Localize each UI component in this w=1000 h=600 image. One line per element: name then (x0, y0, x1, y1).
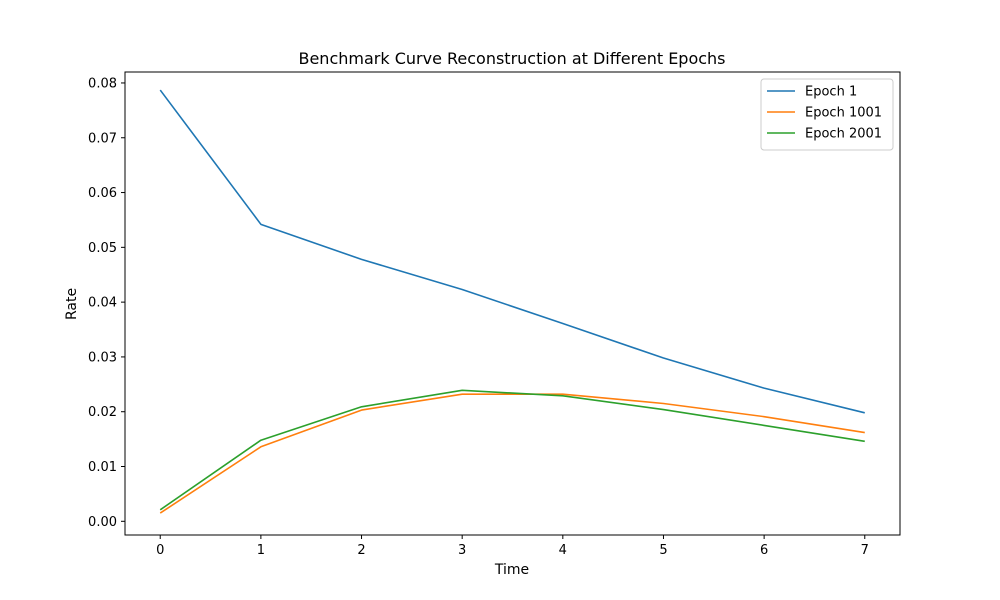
legend-label-2: Epoch 1001 (805, 106, 882, 121)
x-tick-label: 0 (156, 543, 164, 558)
series-line-3 (159, 389, 865, 511)
legend-label-1: Epoch 1 (805, 85, 857, 100)
x-tick-label: 5 (659, 543, 667, 558)
y-tick-label: 0.03 (88, 350, 117, 365)
y-tick-label: 0.02 (88, 405, 117, 420)
x-tick-label: 3 (458, 543, 466, 558)
y-tick-label: 0.00 (88, 515, 117, 530)
plot-area: 0 1 2 3 4 5 6 7 0.00 0.01 0.02 0.03 0.04 0.05 0.06 0.07… (88, 71, 901, 558)
x-tick-label: 7 (861, 543, 869, 558)
y-tick-label: 0.07 (88, 131, 117, 146)
y-axis-label: Rate (64, 288, 80, 320)
x-tick-label: 6 (760, 543, 768, 558)
y-tick-label: 0.04 (88, 296, 117, 311)
y-tick-label: 0.05 (88, 241, 117, 256)
legend-label-3: Epoch 2001 (805, 127, 882, 142)
series-line-1 (159, 89, 865, 414)
y-tick-label: 0.01 (88, 460, 117, 475)
chart-title: Benchmark Curve Reconstruction at Differ… (298, 49, 725, 68)
series-line-2 (159, 393, 865, 514)
x-tick-label: 4 (559, 543, 567, 558)
y-tick-label: 0.06 (88, 186, 117, 201)
x-tick-label: 2 (357, 543, 365, 558)
legend: Epoch 1 Epoch 1001 Epoch 2001 (760, 78, 894, 151)
x-axis-label: Time (494, 562, 529, 578)
x-tick-label: 1 (257, 543, 265, 558)
plot-frame (124, 71, 901, 536)
y-tick-label: 0.08 (88, 76, 117, 91)
